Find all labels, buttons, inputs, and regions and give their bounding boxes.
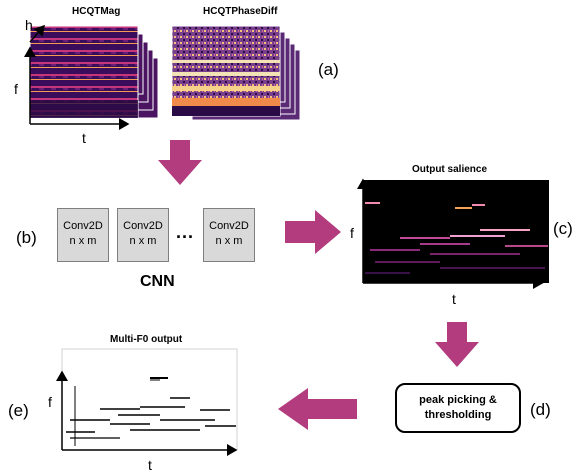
panel-label-a: (a) xyxy=(318,60,339,79)
axis-label-f-a: f xyxy=(14,81,18,97)
arrow-b-to-c xyxy=(285,210,341,254)
conv2d-block-1: Conv2D n x m xyxy=(57,208,109,262)
axis-label-h: h xyxy=(25,17,33,33)
conv2d-block-2: Conv2D n x m xyxy=(117,208,169,262)
axis-label-t-e: t xyxy=(148,457,152,473)
hcqt-phase-title: HCQTPhaseDiff xyxy=(203,6,278,17)
axis-label-f-e: f xyxy=(48,394,52,410)
arrow-a-to-b xyxy=(158,140,202,185)
conv2d-block-2-kernel: n x m xyxy=(129,235,157,247)
conv2d-block-1-kernel: n x m xyxy=(69,235,97,247)
hcqt-mag-title: HCQTMag xyxy=(72,6,121,17)
panel-label-d: (d) xyxy=(530,400,551,419)
conv-ellipsis: ... xyxy=(176,222,195,242)
output-salience-plot xyxy=(357,178,549,289)
panel-label-c: (c) xyxy=(553,219,573,238)
multi-f0-plot xyxy=(56,348,238,456)
conv2d-block-3-name: Conv2D xyxy=(209,220,249,232)
peak-picking-line2: thresholding xyxy=(424,409,492,421)
arrow-d-to-e xyxy=(278,388,357,430)
cnn-label: CNN xyxy=(140,273,175,290)
panel-label-b: (b) xyxy=(16,228,37,247)
arrow-c-to-d xyxy=(435,322,479,367)
axis-label-t-c: t xyxy=(452,291,456,307)
multi-f0-title: Multi-F0 output xyxy=(110,334,183,345)
hcqt-axes xyxy=(24,24,130,130)
conv2d-block-3: Conv2D n x m xyxy=(203,208,255,262)
hcqt-phase-stack xyxy=(171,25,301,121)
panel-label-e: (e) xyxy=(8,401,29,420)
axis-label-t-a: t xyxy=(82,130,86,146)
conv2d-block-3-kernel: n x m xyxy=(215,235,243,247)
peak-picking-box: peak picking & thresholding xyxy=(395,383,521,433)
output-salience-title: Output salience xyxy=(412,164,488,175)
axis-label-f-c: f xyxy=(350,225,354,241)
conv2d-block-2-name: Conv2D xyxy=(123,220,163,232)
conv2d-block-1-name: Conv2D xyxy=(63,220,103,232)
hcqt-mag-stack xyxy=(29,25,159,119)
peak-picking-line1: peak picking & xyxy=(419,394,497,406)
